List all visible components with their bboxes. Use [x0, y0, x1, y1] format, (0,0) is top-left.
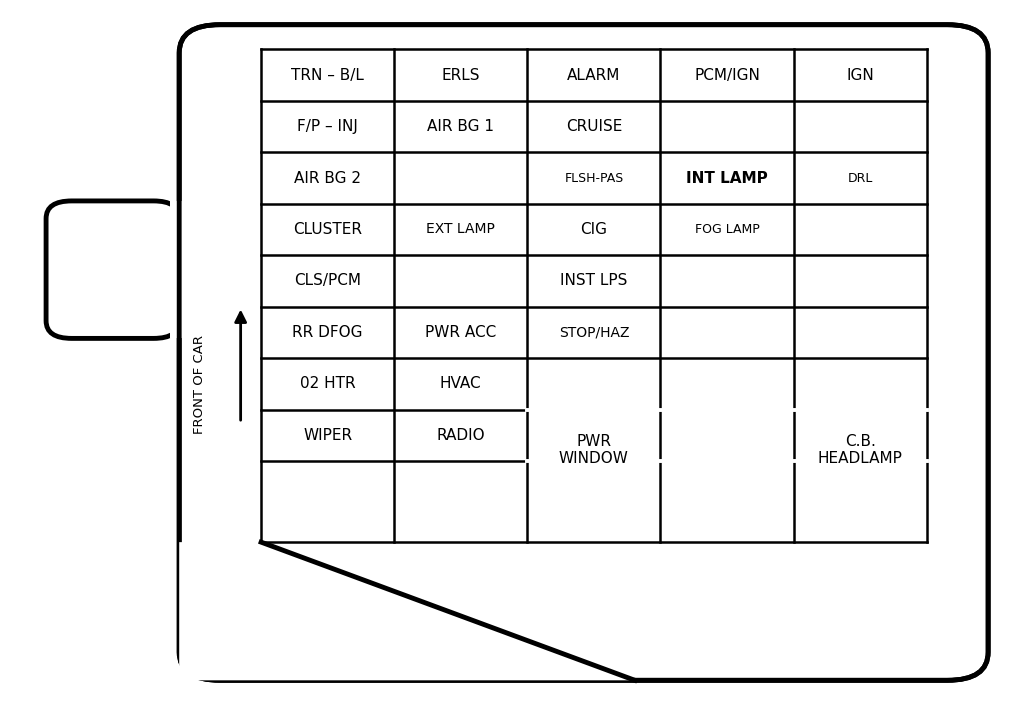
Text: WIPER: WIPER: [303, 428, 352, 443]
Text: AIR BG 1: AIR BG 1: [427, 119, 495, 134]
Text: DRL: DRL: [848, 171, 872, 185]
Text: RADIO: RADIO: [436, 428, 485, 443]
Text: FRONT OF CAR: FRONT OF CAR: [194, 335, 206, 434]
Text: PWR
WINDOW: PWR WINDOW: [559, 434, 629, 466]
Text: PCM/IGN: PCM/IGN: [694, 68, 760, 82]
Text: CRUISE: CRUISE: [565, 119, 623, 134]
Text: HVAC: HVAC: [440, 376, 481, 391]
Text: CLS/PCM: CLS/PCM: [294, 274, 361, 288]
Text: C.B.
HEADLAMP: C.B. HEADLAMP: [818, 434, 902, 466]
Text: CIG: CIG: [581, 222, 607, 237]
Text: TRN – B/L: TRN – B/L: [291, 68, 365, 82]
Text: ALARM: ALARM: [567, 68, 621, 82]
Text: STOP/HAZ: STOP/HAZ: [559, 326, 629, 339]
Text: ERLS: ERLS: [441, 68, 480, 82]
Text: INT LAMP: INT LAMP: [686, 171, 768, 185]
Text: CLUSTER: CLUSTER: [293, 222, 362, 237]
Text: FOG LAMP: FOG LAMP: [694, 223, 760, 236]
Text: FLSH-PAS: FLSH-PAS: [564, 171, 624, 185]
Text: IGN: IGN: [846, 68, 874, 82]
Text: F/P – INJ: F/P – INJ: [297, 119, 358, 134]
Bar: [170, 201, 188, 338]
Text: RR DFOG: RR DFOG: [293, 325, 362, 340]
Text: INST LPS: INST LPS: [560, 274, 628, 288]
Text: EXT LAMP: EXT LAMP: [426, 223, 496, 236]
Text: 02 HTR: 02 HTR: [300, 376, 355, 391]
Text: PWR ACC: PWR ACC: [425, 325, 497, 340]
FancyBboxPatch shape: [179, 25, 988, 680]
FancyBboxPatch shape: [46, 201, 179, 338]
Text: AIR BG 2: AIR BG 2: [294, 171, 361, 185]
Polygon shape: [179, 542, 635, 680]
